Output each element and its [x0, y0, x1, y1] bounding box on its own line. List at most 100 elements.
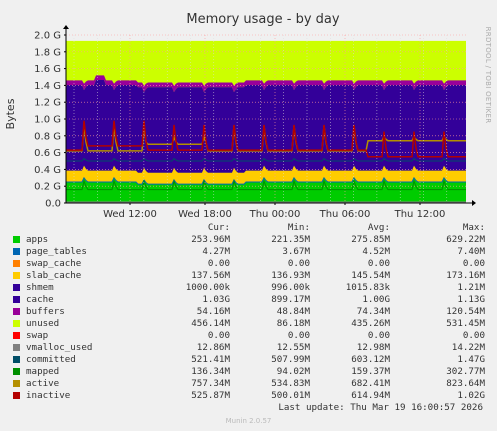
legend-series-name: inactive — [26, 390, 71, 401]
area-cache — [66, 79, 466, 173]
legend-series-name: active — [26, 378, 60, 389]
legend-cur-value: 4.27M — [202, 246, 230, 257]
legend-avg-value: 435.26M — [351, 318, 390, 329]
legend-series-name: cache — [26, 294, 54, 305]
legend-row-mapped: mapped 136.34M 94.02M 159.37M 302.77M — [10, 366, 490, 378]
legend-row-unused: unused 456.14M 86.18M 435.26M 531.45M — [10, 318, 490, 330]
legend-min-value: 507.99M — [271, 354, 310, 365]
legend-min-value: 996.00k — [271, 282, 310, 293]
y-tick-label: 0.6 G — [34, 148, 61, 159]
x-tick-label: Wed 12:00 — [103, 209, 157, 220]
legend-avg-value: 0.00 — [367, 258, 390, 269]
legend-min-value: 500.01M — [271, 390, 310, 401]
legend-row-inactive: inactive 525.87M 500.01M 614.94M 1.02G — [10, 390, 490, 402]
legend-min-value: 0.00 — [287, 258, 310, 269]
legend-row-active: active 757.34M 534.83M 682.41M 823.64M — [10, 378, 490, 390]
legend-min-value: 48.84M — [276, 306, 310, 317]
legend-row-committed: committed 521.41M 507.99M 603.12M 1.47G — [10, 354, 490, 366]
legend-row-vmalloc-used: vmalloc_used 12.86M 12.55M 12.98M 14.22M — [10, 342, 490, 354]
legend-row-slab-cache: slab_cache 137.56M 136.93M 145.54M 173.16M — [10, 270, 490, 282]
legend-avg-value: 145.54M — [351, 270, 390, 281]
line-mapped — [66, 179, 466, 191]
legend-cur-value: 1000.00k — [185, 282, 230, 293]
legend-min-value: 534.83M — [271, 378, 310, 389]
legend-cur-value: 525.87M — [191, 390, 230, 401]
legend-min-value: 899.17M — [271, 294, 310, 305]
legend-cur-value: 0.00 — [207, 330, 230, 341]
legend-max-value: 1.47G — [457, 354, 485, 365]
y-tick-label: 2.0 G — [34, 31, 61, 42]
legend-max-value: 0.00 — [462, 330, 485, 341]
legend-swatch — [13, 344, 20, 351]
memory-chart: Memory usage - by day Bytes RRDTOOL / TO… — [4, 12, 492, 220]
legend-col-header: Min: — [287, 222, 310, 233]
legend-cur-value: 0.00 — [207, 258, 230, 269]
legend-series-name: buffers — [26, 306, 65, 317]
y-tick-label: 0.4 G — [34, 165, 61, 176]
y-axis-arrow — [63, 25, 69, 29]
legend-row-page-tables: page_tables 4.27M 3.67M 4.52M 7.40M — [10, 246, 490, 258]
y-tick-label: 0.8 G — [34, 131, 61, 142]
legend-avg-value: 603.12M — [351, 354, 390, 365]
legend-swatch — [13, 308, 20, 315]
legend-avg-value: 275.85M — [351, 234, 390, 245]
legend-swatch — [13, 248, 20, 255]
x-tick-label: Thu 06:00 — [319, 209, 371, 220]
legend-series-name: apps — [26, 234, 49, 245]
legend-series-name: unused — [26, 318, 60, 329]
legend-col-header: Cur: — [207, 222, 230, 233]
legend-cur-value: 456.14M — [191, 318, 230, 329]
legend-series-name: swap — [26, 330, 49, 341]
legend-cur-value: 54.16M — [196, 306, 230, 317]
legend-avg-value: 4.52M — [362, 246, 390, 257]
x-tick-label: Thu 00:00 — [249, 209, 301, 220]
legend-avg-value: 74.34M — [356, 306, 390, 317]
legend-swatch — [13, 368, 20, 375]
y-tick-label: 1.0 G — [34, 115, 61, 126]
chart-title: Memory usage - by day — [186, 12, 339, 27]
legend-avg-value: 1.00G — [362, 294, 390, 305]
y-tick-label: 0.2 G — [34, 182, 61, 193]
y-tick-label: 0.0 — [45, 199, 61, 210]
legend-cur-value: 137.56M — [191, 270, 230, 281]
legend-avg-value: 614.94M — [351, 390, 390, 401]
legend-min-value: 3.67M — [282, 246, 310, 257]
x-tick-label: Thu 12:00 — [394, 209, 446, 220]
area-slab-cache — [66, 165, 466, 185]
rrdtool-credit: RRDTOOL / TOBI OETIKER — [484, 27, 492, 124]
line-inactive — [66, 120, 466, 158]
legend-avg-value: 12.98M — [356, 342, 390, 353]
y-tick-label: 1.6 G — [34, 64, 61, 75]
legend-avg-value: 159.37M — [351, 366, 390, 377]
legend-row-cache: cache 1.03G 899.17M 1.00G 1.13G — [10, 294, 490, 306]
legend-max-value: 7.40M — [457, 246, 485, 257]
legend-cur-value: 1.03G — [202, 294, 230, 305]
legend-cur-value: 136.34M — [191, 366, 230, 377]
line-page-tables — [66, 176, 466, 185]
y-axis-label: Bytes — [4, 98, 17, 129]
legend-min-value: 221.35M — [271, 234, 310, 245]
legend-cur-value: 12.86M — [196, 342, 230, 353]
y-tick-label: 1.2 G — [34, 98, 61, 109]
legend-min-value: 0.00 — [287, 330, 310, 341]
legend-row-swap-cache: swap_cache 0.00 0.00 0.00 0.00 — [10, 258, 490, 270]
legend-min-value: 12.55M — [276, 342, 310, 353]
legend-swatch — [13, 356, 20, 363]
legend-cur-value: 253.96M — [191, 234, 230, 245]
munin-version: Munin 2.0.57 — [225, 417, 272, 425]
legend-cur-value: 757.34M — [191, 378, 230, 389]
legend-cur-value: 521.41M — [191, 354, 230, 365]
x-axis-arrow — [472, 200, 476, 206]
legend-series-name: mapped — [26, 366, 60, 377]
legend-swatch — [13, 320, 20, 327]
legend-max-value: 823.64M — [446, 378, 485, 389]
x-tick-label: Wed 18:00 — [178, 209, 232, 220]
legend-series-name: swap_cache — [26, 258, 82, 269]
legend-avg-value: 1015.83k — [345, 282, 390, 293]
legend-max-value: 120.54M — [446, 306, 485, 317]
legend-series-name: page_tables — [26, 246, 87, 257]
legend-max-value: 302.77M — [446, 366, 485, 377]
legend-series-name: committed — [26, 354, 76, 365]
legend-min-value: 94.02M — [276, 366, 310, 377]
area-apps — [66, 178, 466, 203]
